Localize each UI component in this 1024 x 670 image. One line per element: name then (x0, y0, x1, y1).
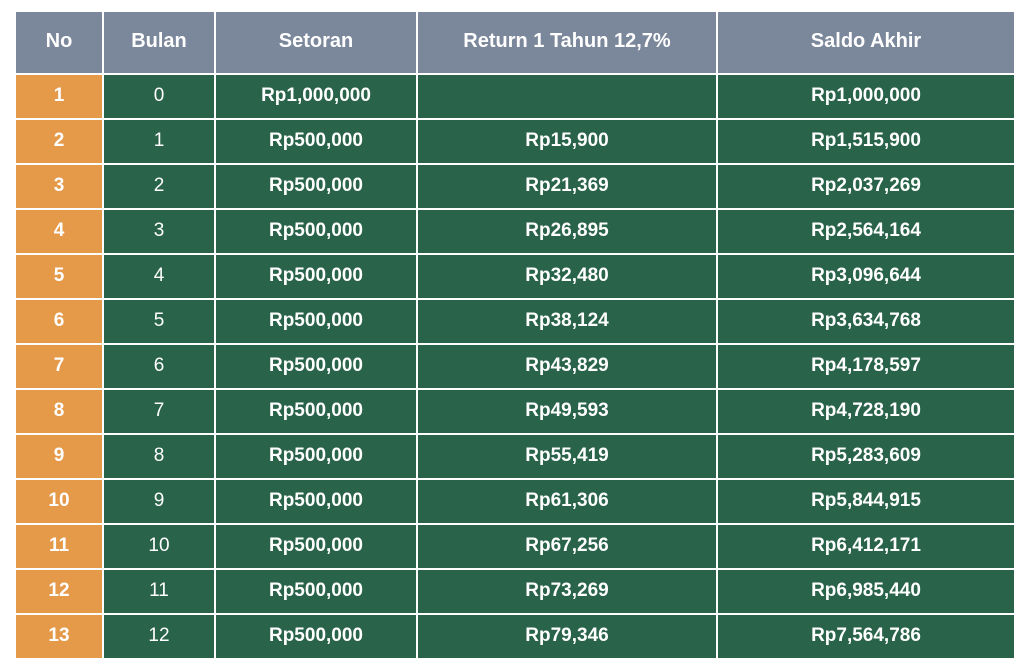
cell-setoran: Rp500,000 (216, 570, 416, 613)
cell-return (418, 75, 716, 118)
cell-return: Rp61,306 (418, 480, 716, 523)
cell-bulan: 7 (104, 390, 214, 433)
col-header-return: Return 1 Tahun 12,7% (418, 12, 716, 73)
cell-return: Rp55,419 (418, 435, 716, 478)
cell-saldo: Rp2,037,269 (718, 165, 1014, 208)
cell-no: 2 (16, 120, 102, 163)
cell-no: 10 (16, 480, 102, 523)
cell-bulan: 6 (104, 345, 214, 388)
col-header-bulan: Bulan (104, 12, 214, 73)
cell-return: Rp26,895 (418, 210, 716, 253)
cell-setoran: Rp500,000 (216, 210, 416, 253)
cell-saldo: Rp7,564,786 (718, 615, 1014, 658)
cell-saldo: Rp6,985,440 (718, 570, 1014, 613)
cell-return: Rp73,269 (418, 570, 716, 613)
cell-bulan: 0 (104, 75, 214, 118)
investment-table: No Bulan Setoran Return 1 Tahun 12,7% Sa… (14, 10, 1016, 660)
cell-no: 9 (16, 435, 102, 478)
table-container: No Bulan Setoran Return 1 Tahun 12,7% Sa… (0, 0, 1024, 670)
cell-saldo: Rp3,634,768 (718, 300, 1014, 343)
cell-saldo: Rp6,412,171 (718, 525, 1014, 568)
cell-saldo: Rp2,564,164 (718, 210, 1014, 253)
table-header: No Bulan Setoran Return 1 Tahun 12,7% Sa… (16, 12, 1014, 73)
col-header-saldo: Saldo Akhir (718, 12, 1014, 73)
cell-return: Rp67,256 (418, 525, 716, 568)
cell-setoran: Rp500,000 (216, 120, 416, 163)
cell-no: 11 (16, 525, 102, 568)
table-body: 10Rp1,000,000Rp1,000,00021Rp500,000Rp15,… (16, 75, 1014, 658)
table-row: 98Rp500,000Rp55,419Rp5,283,609 (16, 435, 1014, 478)
cell-bulan: 3 (104, 210, 214, 253)
table-row: 76Rp500,000Rp43,829Rp4,178,597 (16, 345, 1014, 388)
cell-saldo: Rp3,096,644 (718, 255, 1014, 298)
cell-bulan: 10 (104, 525, 214, 568)
cell-bulan: 9 (104, 480, 214, 523)
table-row: 1211Rp500,000Rp73,269Rp6,985,440 (16, 570, 1014, 613)
cell-setoran: Rp500,000 (216, 345, 416, 388)
cell-no: 13 (16, 615, 102, 658)
cell-no: 4 (16, 210, 102, 253)
cell-return: Rp15,900 (418, 120, 716, 163)
cell-no: 7 (16, 345, 102, 388)
table-row: 54Rp500,000Rp32,480Rp3,096,644 (16, 255, 1014, 298)
col-header-setoran: Setoran (216, 12, 416, 73)
cell-bulan: 11 (104, 570, 214, 613)
table-row: 1312Rp500,000Rp79,346Rp7,564,786 (16, 615, 1014, 658)
table-row: 65Rp500,000Rp38,124Rp3,634,768 (16, 300, 1014, 343)
cell-no: 1 (16, 75, 102, 118)
table-row: 21Rp500,000Rp15,900Rp1,515,900 (16, 120, 1014, 163)
cell-return: Rp38,124 (418, 300, 716, 343)
cell-setoran: Rp500,000 (216, 300, 416, 343)
cell-no: 8 (16, 390, 102, 433)
cell-return: Rp49,593 (418, 390, 716, 433)
cell-setoran: Rp500,000 (216, 255, 416, 298)
cell-no: 3 (16, 165, 102, 208)
cell-return: Rp43,829 (418, 345, 716, 388)
table-row: 109Rp500,000Rp61,306Rp5,844,915 (16, 480, 1014, 523)
cell-setoran: Rp500,000 (216, 435, 416, 478)
table-row: 43Rp500,000Rp26,895Rp2,564,164 (16, 210, 1014, 253)
cell-bulan: 12 (104, 615, 214, 658)
cell-saldo: Rp5,844,915 (718, 480, 1014, 523)
cell-setoran: Rp500,000 (216, 480, 416, 523)
cell-saldo: Rp4,178,597 (718, 345, 1014, 388)
cell-saldo: Rp1,000,000 (718, 75, 1014, 118)
cell-setoran: Rp500,000 (216, 165, 416, 208)
cell-saldo: Rp5,283,609 (718, 435, 1014, 478)
table-row: 32Rp500,000Rp21,369Rp2,037,269 (16, 165, 1014, 208)
cell-setoran: Rp1,000,000 (216, 75, 416, 118)
cell-bulan: 2 (104, 165, 214, 208)
col-header-no: No (16, 12, 102, 73)
cell-return: Rp32,480 (418, 255, 716, 298)
table-row: 87Rp500,000Rp49,593Rp4,728,190 (16, 390, 1014, 433)
cell-bulan: 5 (104, 300, 214, 343)
cell-setoran: Rp500,000 (216, 615, 416, 658)
cell-setoran: Rp500,000 (216, 390, 416, 433)
cell-no: 6 (16, 300, 102, 343)
cell-bulan: 1 (104, 120, 214, 163)
cell-no: 12 (16, 570, 102, 613)
cell-bulan: 8 (104, 435, 214, 478)
cell-return: Rp21,369 (418, 165, 716, 208)
cell-saldo: Rp1,515,900 (718, 120, 1014, 163)
cell-bulan: 4 (104, 255, 214, 298)
table-row: 10Rp1,000,000Rp1,000,000 (16, 75, 1014, 118)
cell-return: Rp79,346 (418, 615, 716, 658)
table-row: 1110Rp500,000Rp67,256Rp6,412,171 (16, 525, 1014, 568)
cell-no: 5 (16, 255, 102, 298)
cell-setoran: Rp500,000 (216, 525, 416, 568)
cell-saldo: Rp4,728,190 (718, 390, 1014, 433)
